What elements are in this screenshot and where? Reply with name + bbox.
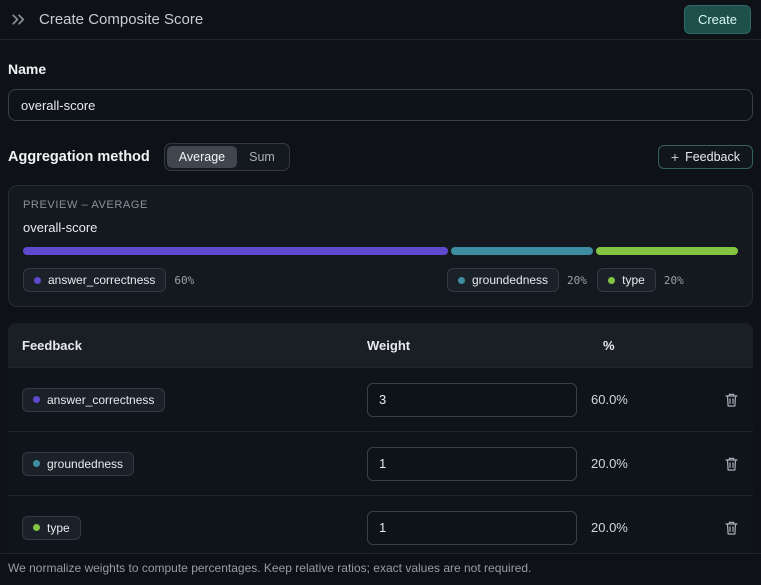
color-dot bbox=[457, 276, 465, 284]
plus-icon: + bbox=[670, 149, 680, 165]
color-dot bbox=[608, 276, 616, 284]
legend-group-answer-correctness: answer_correctness 60% bbox=[23, 268, 194, 292]
column-header-percent: % bbox=[603, 337, 615, 353]
row-percent-value: 20.0% bbox=[591, 520, 628, 535]
double-chevron-right-icon bbox=[10, 11, 27, 28]
aggregation-method-label: Aggregation method bbox=[8, 149, 150, 165]
table-row: answer_correctness 60.0% bbox=[8, 367, 753, 431]
feedback-chip: type bbox=[22, 515, 81, 540]
legend-percent: 20% bbox=[567, 273, 587, 287]
main-content: Name Aggregation method Average Sum + Fe… bbox=[0, 61, 761, 559]
legend-group-groundedness: groundedness 20% bbox=[446, 268, 587, 292]
weight-input[interactable] bbox=[367, 446, 577, 481]
delete-row-button[interactable] bbox=[691, 456, 739, 472]
segment-sum[interactable]: Sum bbox=[237, 146, 287, 168]
legend-group-type: type 20% bbox=[597, 268, 684, 292]
weight-input[interactable] bbox=[367, 382, 577, 417]
row-percent-value: 20.0% bbox=[591, 456, 628, 471]
bar-segment-groundedness bbox=[451, 247, 594, 255]
delete-row-button[interactable] bbox=[691, 392, 739, 408]
add-feedback-button[interactable]: + Feedback bbox=[657, 145, 753, 169]
preview-legend: answer_correctness 60% groundedness 20% … bbox=[23, 268, 738, 292]
add-feedback-label: Feedback bbox=[685, 150, 740, 164]
table-header-row: Feedback Weight % bbox=[8, 323, 753, 367]
bar-segment-answer-correctness bbox=[23, 247, 449, 255]
feedback-chip: answer_correctness bbox=[22, 387, 166, 412]
create-button[interactable]: Create bbox=[683, 5, 751, 34]
trash-icon bbox=[724, 392, 739, 408]
table-row: groundedness 20.0% bbox=[8, 431, 753, 495]
page-title: Create Composite Score bbox=[39, 11, 204, 28]
chip-label: type bbox=[47, 520, 70, 535]
top-bar: Create Composite Score Create bbox=[0, 0, 761, 40]
color-dot bbox=[34, 276, 41, 284]
bar-segment-type bbox=[596, 247, 738, 255]
feedback-table: Feedback Weight % answer_correctness 60.… bbox=[8, 323, 753, 559]
feedback-chip: groundedness bbox=[446, 268, 560, 292]
column-header-weight: Weight bbox=[367, 337, 411, 353]
row-percent-value: 60.0% bbox=[591, 392, 628, 407]
table-row: type 20.0% bbox=[8, 495, 753, 559]
chip-label: type bbox=[622, 273, 645, 287]
chip-label: groundedness bbox=[47, 456, 124, 471]
aggregation-row: Aggregation method Average Sum + Feedbac… bbox=[8, 143, 753, 171]
column-header-feedback: Feedback bbox=[22, 337, 82, 353]
feedback-chip: type bbox=[597, 268, 656, 292]
preview-panel: PREVIEW – AVERAGE overall-score answer_c… bbox=[8, 185, 753, 307]
footer-note: We normalize weights to compute percenta… bbox=[0, 553, 761, 585]
segment-average[interactable]: Average bbox=[166, 146, 238, 168]
color-dot bbox=[33, 524, 40, 531]
preview-score-name: overall-score bbox=[23, 220, 98, 235]
chip-label: answer_correctness bbox=[47, 392, 155, 407]
chip-label: answer_correctness bbox=[48, 273, 156, 287]
delete-row-button[interactable] bbox=[691, 520, 739, 536]
aggregation-segmented-control: Average Sum bbox=[163, 143, 290, 171]
weight-input[interactable] bbox=[367, 510, 577, 545]
collapse-panel-button[interactable] bbox=[10, 11, 27, 28]
legend-percent: 60% bbox=[174, 273, 195, 287]
trash-icon bbox=[724, 520, 739, 536]
color-dot bbox=[33, 460, 40, 467]
color-dot bbox=[33, 396, 40, 403]
feedback-chip: groundedness bbox=[22, 451, 135, 476]
feedback-chip: answer_correctness bbox=[23, 268, 167, 292]
name-label: Name bbox=[8, 61, 47, 77]
name-input[interactable] bbox=[8, 89, 753, 121]
trash-icon bbox=[724, 456, 739, 472]
weight-distribution-bar bbox=[23, 247, 738, 255]
chip-label: groundedness bbox=[471, 273, 549, 287]
preview-heading: PREVIEW – AVERAGE bbox=[23, 199, 148, 211]
legend-percent: 20% bbox=[663, 273, 684, 287]
